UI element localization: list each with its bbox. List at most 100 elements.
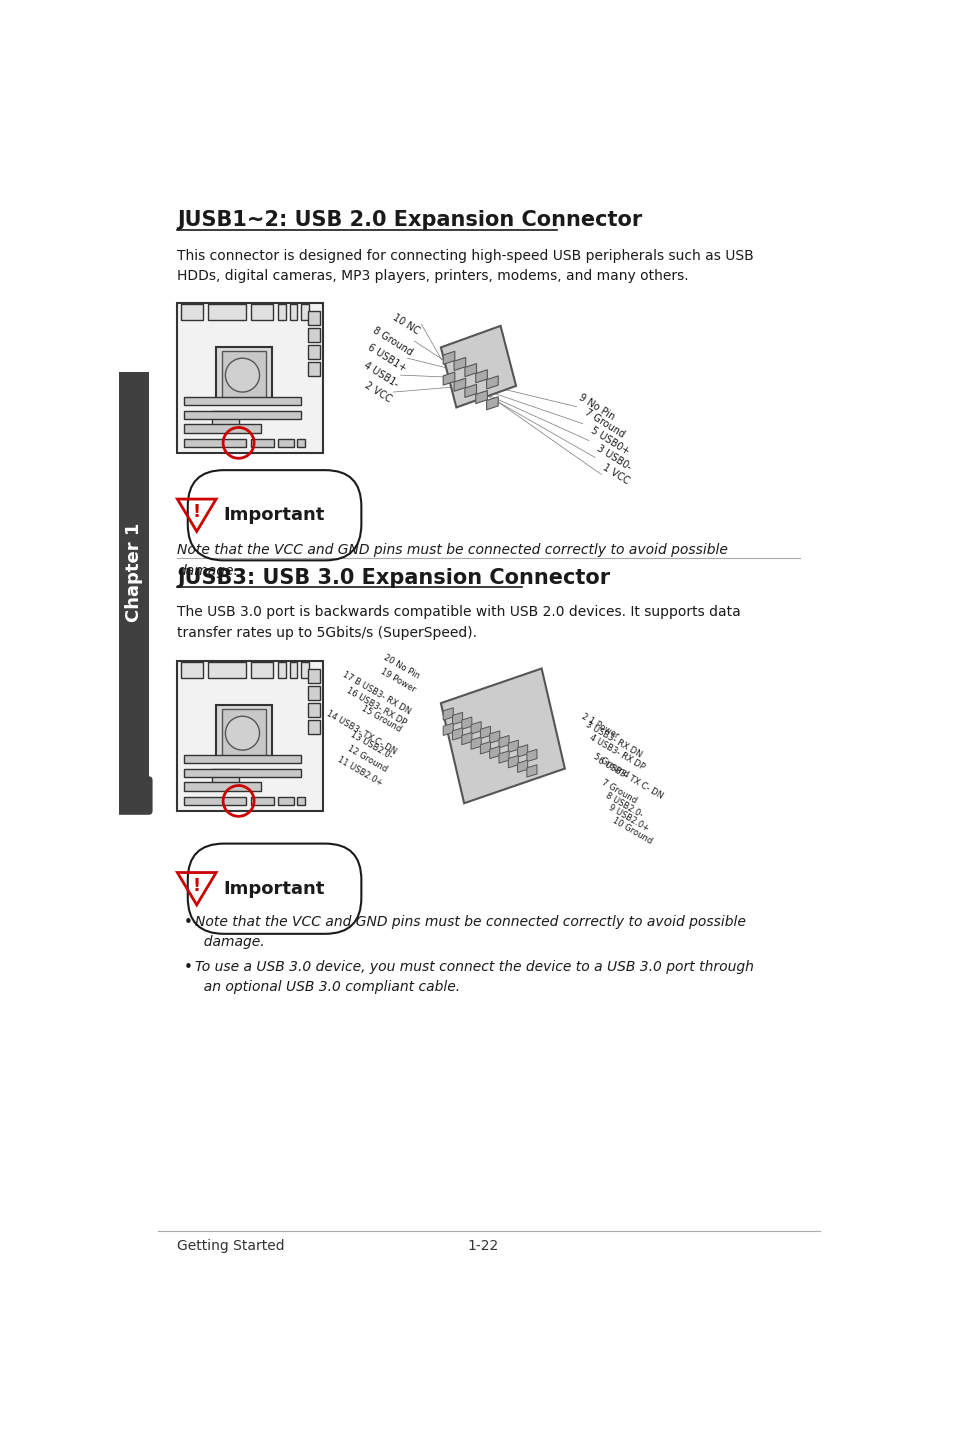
Bar bbox=[278, 663, 286, 677]
Bar bbox=[307, 362, 319, 375]
Bar bbox=[278, 440, 294, 447]
Text: 9 No Pin: 9 No Pin bbox=[576, 392, 616, 421]
Text: 16 USB3- RX DP: 16 USB3- RX DP bbox=[344, 686, 407, 727]
Polygon shape bbox=[480, 726, 490, 739]
Polygon shape bbox=[440, 669, 564, 803]
Bar bbox=[278, 798, 294, 805]
Circle shape bbox=[225, 716, 259, 750]
Bar bbox=[307, 703, 319, 717]
Polygon shape bbox=[464, 384, 476, 398]
Text: 10 Ground: 10 Ground bbox=[611, 816, 654, 846]
Bar bbox=[222, 709, 266, 758]
Bar bbox=[208, 304, 245, 319]
Text: 13 USB2.0-: 13 USB2.0- bbox=[349, 730, 394, 760]
Polygon shape bbox=[461, 717, 472, 729]
Bar bbox=[183, 411, 301, 420]
Polygon shape bbox=[471, 722, 480, 735]
Polygon shape bbox=[508, 740, 517, 752]
Text: JUSB3: USB 3.0 Expansion Connector: JUSB3: USB 3.0 Expansion Connector bbox=[177, 567, 610, 587]
Polygon shape bbox=[443, 723, 453, 736]
Text: To use a USB 3.0 device, you must connect the device to a USB 3.0 port through
 : To use a USB 3.0 device, you must connec… bbox=[195, 959, 753, 994]
Bar bbox=[297, 440, 305, 447]
Bar bbox=[290, 663, 297, 677]
Polygon shape bbox=[508, 756, 517, 768]
Polygon shape bbox=[486, 397, 497, 410]
Text: •: • bbox=[183, 915, 193, 929]
Bar bbox=[183, 755, 301, 763]
Bar bbox=[177, 302, 323, 453]
Polygon shape bbox=[489, 746, 499, 759]
Polygon shape bbox=[443, 372, 455, 385]
Text: 6 USB3- TX C- DN: 6 USB3- TX C- DN bbox=[596, 756, 663, 800]
Polygon shape bbox=[454, 358, 465, 371]
Text: 2 VCC: 2 VCC bbox=[363, 379, 394, 404]
Text: 5 USB0+: 5 USB0+ bbox=[588, 425, 631, 457]
Text: 14 USB3- TX C- DN: 14 USB3- TX C- DN bbox=[325, 709, 397, 756]
Bar bbox=[307, 686, 319, 700]
Text: 11 USB2.0+: 11 USB2.0+ bbox=[335, 755, 384, 788]
Text: 3 USB3- RX DN: 3 USB3- RX DN bbox=[583, 720, 643, 759]
Text: Note that the VCC and GND pins must be connected correctly to avoid possible
  d: Note that the VCC and GND pins must be c… bbox=[195, 915, 745, 949]
Text: Chapter 1: Chapter 1 bbox=[125, 523, 143, 621]
Text: The USB 3.0 port is backwards compatible with USB 2.0 devices. It supports data
: The USB 3.0 port is backwards compatible… bbox=[177, 606, 740, 640]
Bar bbox=[301, 663, 309, 677]
Text: 7 Ground: 7 Ground bbox=[599, 778, 638, 805]
Text: 1-22: 1-22 bbox=[467, 1239, 498, 1253]
Polygon shape bbox=[443, 707, 453, 720]
Text: Important: Important bbox=[224, 879, 325, 898]
Bar bbox=[290, 304, 297, 319]
Polygon shape bbox=[498, 736, 509, 748]
Text: 8 Ground: 8 Ground bbox=[371, 325, 415, 358]
Bar bbox=[183, 782, 261, 790]
Polygon shape bbox=[526, 749, 537, 762]
Polygon shape bbox=[480, 742, 490, 755]
Bar bbox=[216, 348, 272, 402]
Text: 5 Ground: 5 Ground bbox=[592, 752, 630, 779]
Text: Getting Started: Getting Started bbox=[177, 1239, 285, 1253]
Bar bbox=[307, 328, 319, 342]
Bar bbox=[307, 345, 319, 359]
Bar bbox=[183, 798, 245, 805]
Polygon shape bbox=[517, 760, 527, 772]
Bar bbox=[181, 304, 203, 319]
Text: 15 Ground: 15 Ground bbox=[359, 705, 402, 735]
Text: Note that the VCC and GND pins must be connected correctly to avoid possible
dam: Note that the VCC and GND pins must be c… bbox=[177, 543, 727, 577]
Bar bbox=[212, 411, 239, 432]
Bar bbox=[301, 304, 309, 319]
Bar bbox=[251, 663, 273, 677]
Bar bbox=[307, 669, 319, 683]
Polygon shape bbox=[452, 712, 462, 725]
Text: 10 NC: 10 NC bbox=[391, 312, 421, 337]
Text: 19 Power: 19 Power bbox=[378, 666, 416, 693]
Bar bbox=[278, 304, 286, 319]
Bar bbox=[183, 440, 245, 447]
Text: 4 USB1-: 4 USB1- bbox=[362, 361, 400, 390]
Bar bbox=[181, 663, 203, 677]
Text: 4 USB3- RX DP: 4 USB3- RX DP bbox=[587, 733, 645, 772]
Polygon shape bbox=[476, 369, 487, 382]
Polygon shape bbox=[489, 730, 499, 743]
Text: 7 Ground: 7 Ground bbox=[582, 408, 625, 440]
Bar bbox=[251, 440, 274, 447]
Bar bbox=[183, 397, 301, 405]
Bar bbox=[216, 706, 272, 760]
Polygon shape bbox=[486, 375, 497, 390]
Text: 3 USB0-: 3 USB0- bbox=[595, 442, 633, 473]
Text: •: • bbox=[183, 959, 193, 975]
Polygon shape bbox=[452, 727, 462, 740]
Bar bbox=[208, 663, 245, 677]
Text: 20 No Pin: 20 No Pin bbox=[382, 653, 421, 680]
Polygon shape bbox=[517, 745, 527, 758]
Text: 6 USB1+: 6 USB1+ bbox=[365, 342, 407, 374]
Text: 9 USB2.0+: 9 USB2.0+ bbox=[607, 803, 650, 833]
Text: !: ! bbox=[193, 876, 200, 895]
Polygon shape bbox=[464, 364, 476, 377]
Bar bbox=[212, 769, 239, 790]
Text: JUSB1~2: USB 2.0 Expansion Connector: JUSB1~2: USB 2.0 Expansion Connector bbox=[177, 211, 642, 231]
Bar bbox=[177, 660, 323, 811]
Text: 17 B USB3- RX DN: 17 B USB3- RX DN bbox=[340, 670, 412, 716]
Bar bbox=[307, 311, 319, 325]
Polygon shape bbox=[454, 378, 465, 391]
Bar bbox=[251, 798, 274, 805]
FancyBboxPatch shape bbox=[115, 776, 152, 815]
